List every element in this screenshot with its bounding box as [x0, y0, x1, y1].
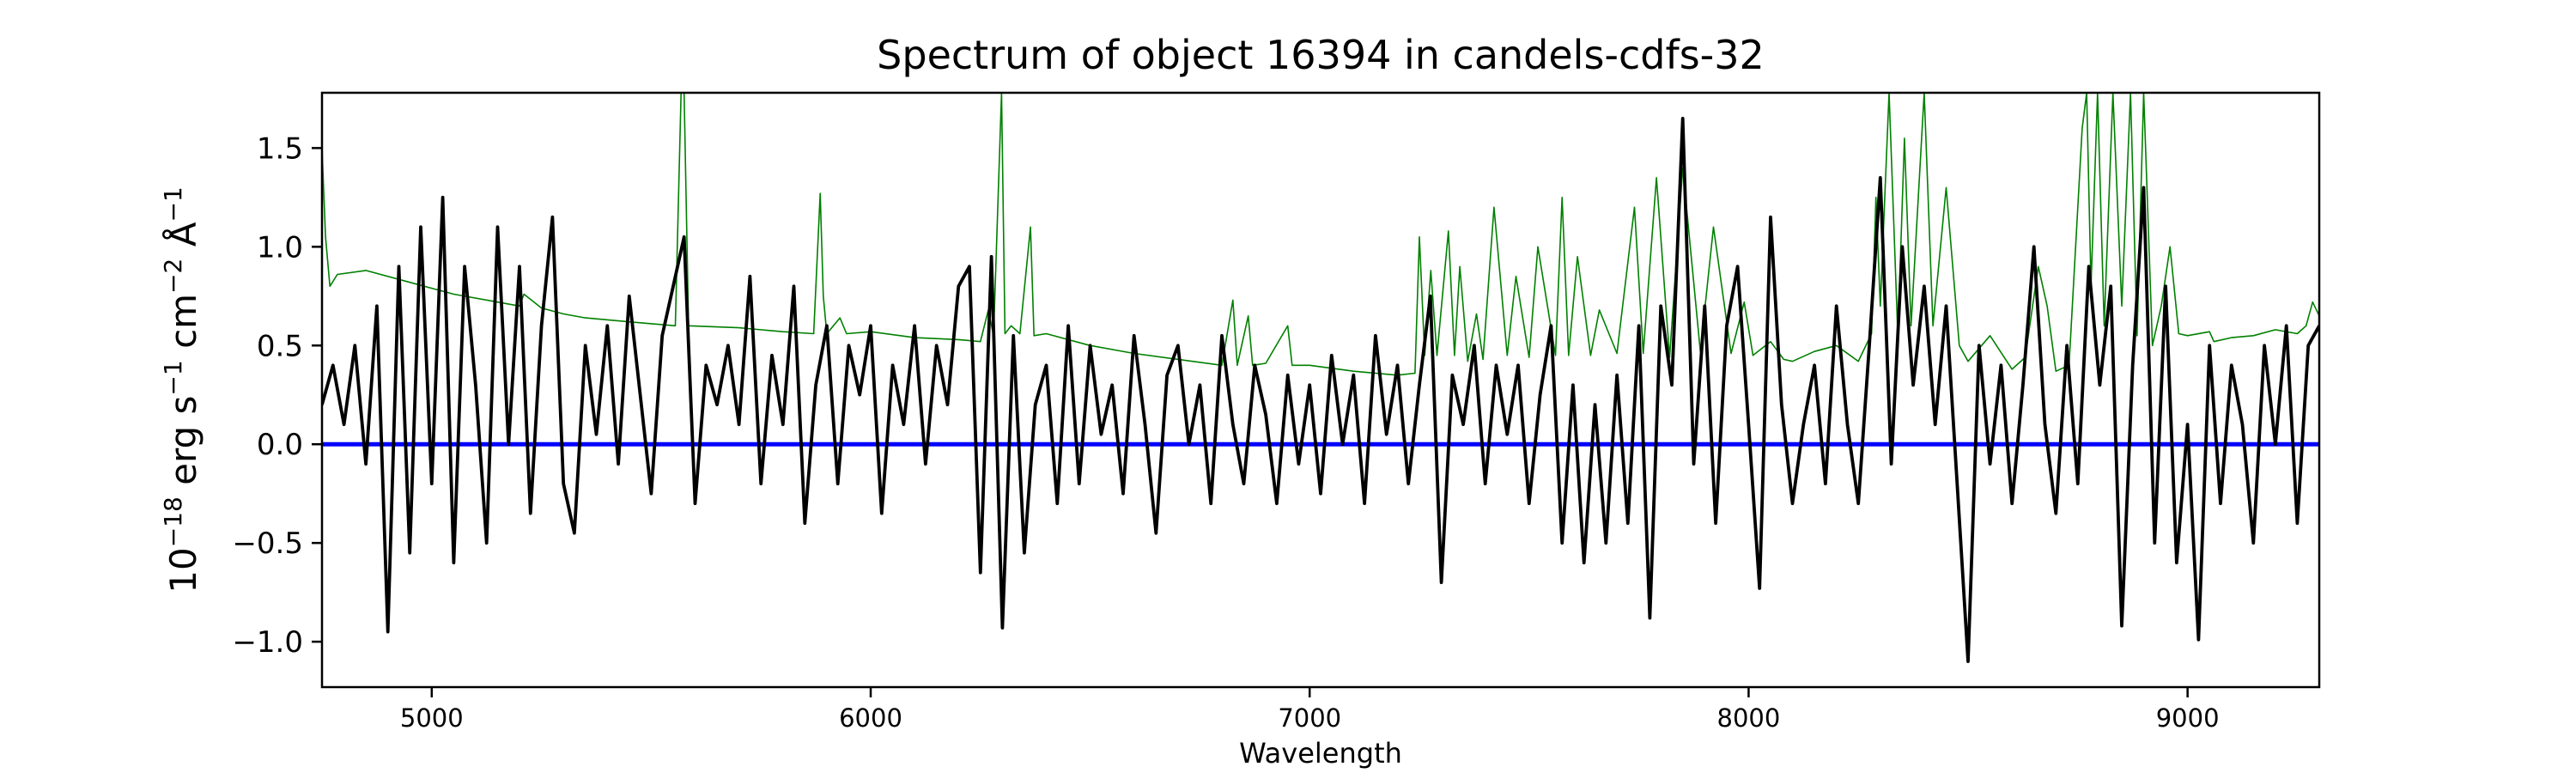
chart-title: Spectrum of object 16394 in candels-cdfs…: [877, 32, 1765, 78]
y-tick-label: 1.5: [257, 131, 303, 166]
x-axis: 5000 6000 7000 8000 9000: [400, 687, 2220, 733]
y-label-base: 10: [162, 547, 204, 593]
y-label-exp: −18: [159, 496, 187, 547]
y-label-text: erg s: [162, 396, 204, 497]
x-axis-label: Wavelength: [1239, 737, 1402, 770]
y-tick-label: −0.5: [232, 526, 303, 561]
plot-frame: [320, 91, 2321, 689]
error-spectrum-line: [322, 93, 2319, 376]
x-tick-label: 8000: [1717, 703, 1781, 733]
x-tick-label: 6000: [839, 703, 902, 733]
y-label-exp: −1: [159, 360, 187, 395]
x-tick-label: 9000: [2156, 703, 2220, 733]
x-tick-label: 7000: [1278, 703, 1341, 733]
y-label-text: Å: [161, 222, 204, 258]
y-tick-label: 1.0: [257, 230, 303, 265]
y-tick-label: 0.0: [257, 428, 303, 462]
y-label-text: cm: [162, 294, 204, 360]
y-label-exp: −1: [159, 186, 187, 222]
flux-spectrum-line: [322, 117, 2319, 663]
x-tick-label: 5000: [400, 703, 464, 733]
y-label-exp: −2: [159, 259, 187, 294]
y-tick-label: −1.0: [232, 625, 303, 660]
y-axis-label: 10−18 erg s−1 cm−2 Å−1: [159, 186, 204, 593]
y-axis: −1.0 −0.5 0.0 0.5 1.0 1.5: [232, 131, 322, 660]
y-tick-label: 0.5: [257, 329, 303, 363]
series-layer: [322, 93, 2319, 663]
